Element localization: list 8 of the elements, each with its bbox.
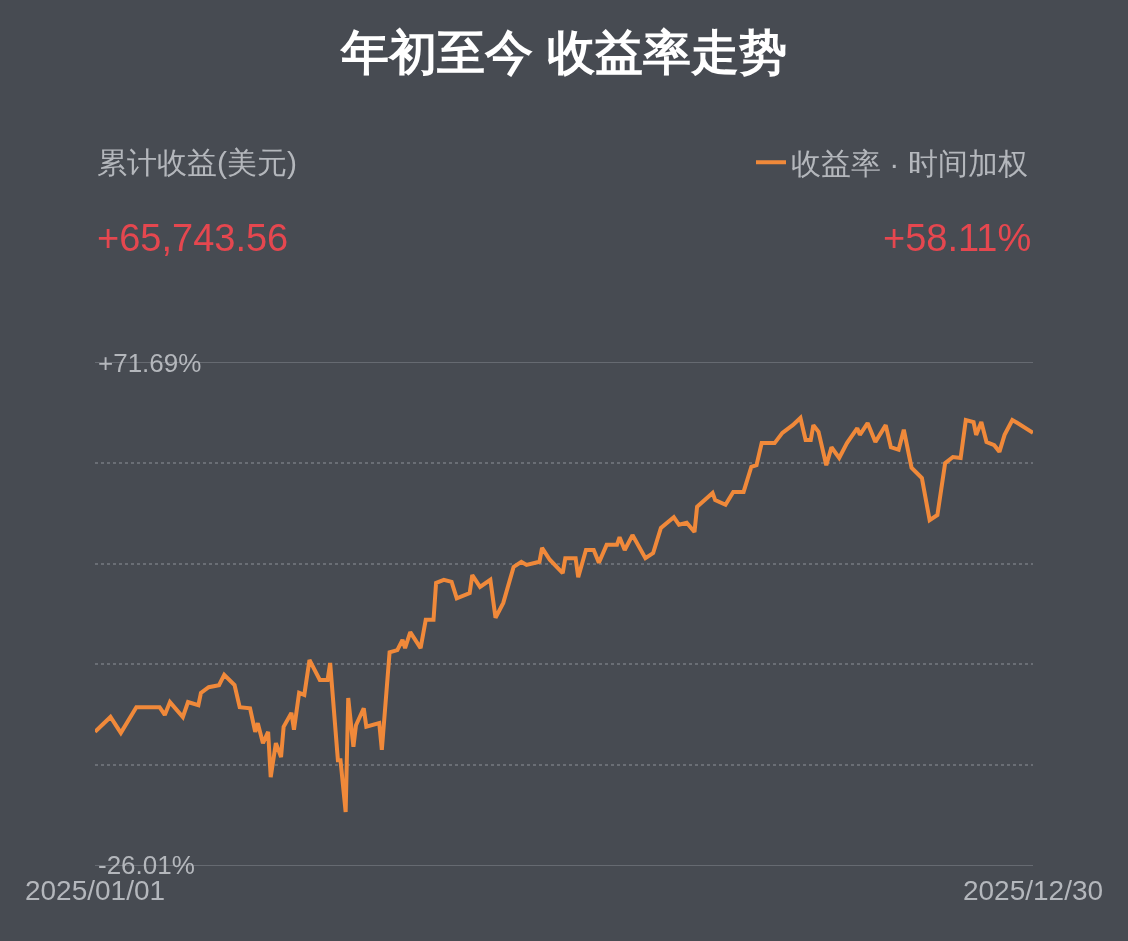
x-tick-label: 2025/12/30: [962, 874, 1104, 906]
text: +65,743.56: [97, 217, 289, 259]
text: +58.11%: [883, 217, 1032, 259]
legend-label: 收益率 · 时间加权: [791, 146, 1028, 180]
text: 累计收益(美元): [97, 146, 297, 179]
line-series: [95, 415, 1033, 815]
y-tick-label: +71.69%: [98, 348, 202, 379]
chart-title: 年初至今 收益率走势: [339, 25, 787, 79]
